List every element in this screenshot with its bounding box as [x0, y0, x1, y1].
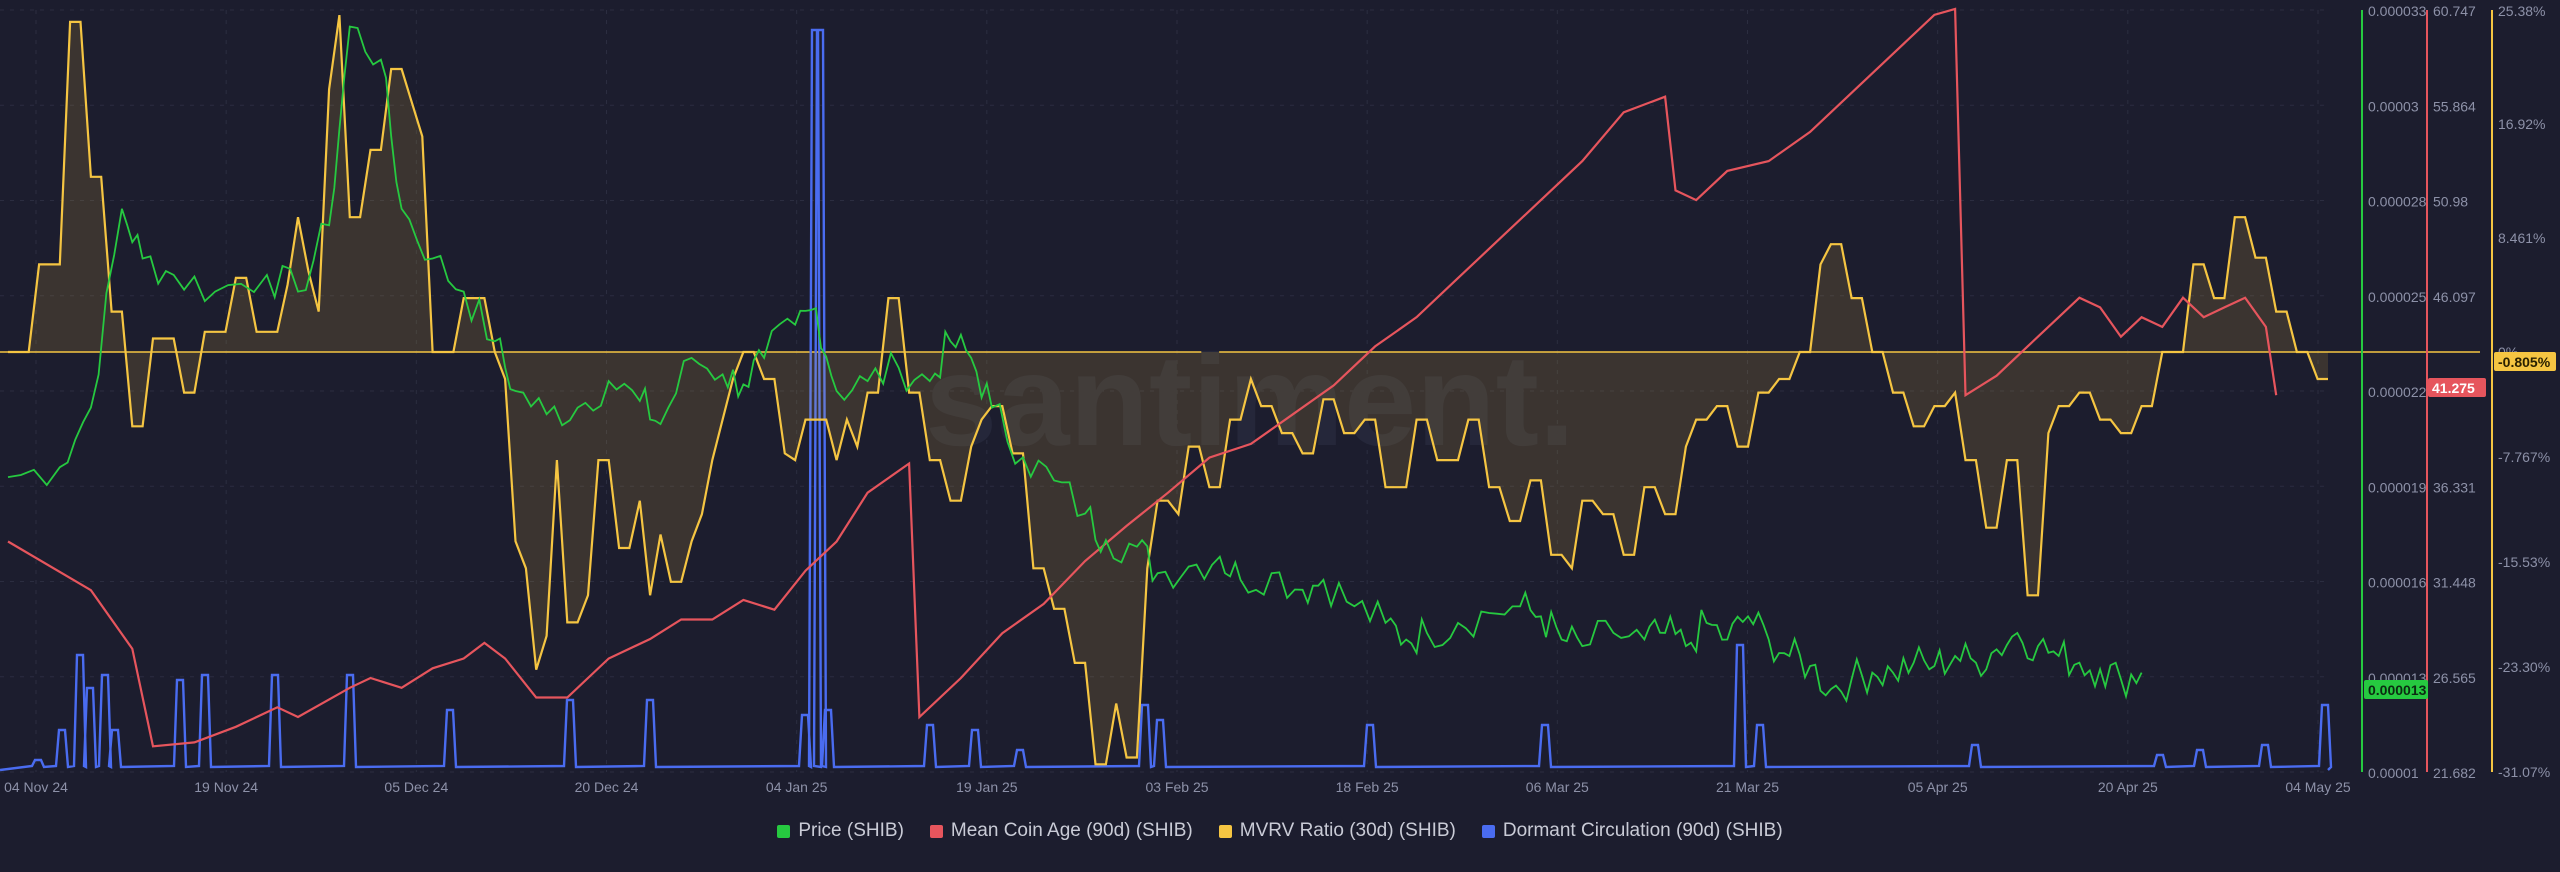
- legend-item-mean-coin-age[interactable]: Mean Coin Age (90d) (SHIB): [929, 820, 1193, 842]
- price-tick-label: 0.00001: [2368, 765, 2419, 781]
- x-tick-label: 05 Dec 24: [384, 779, 448, 795]
- legend-label-price: Price (SHIB): [798, 820, 904, 841]
- mvrv-line: [8, 14, 2328, 766]
- price-current-badge: 0.000013: [2368, 682, 2427, 698]
- x-tick-label: 03 Feb 25: [1145, 779, 1208, 795]
- x-tick-label: 04 Jan 25: [766, 779, 828, 795]
- mvrv-tick-label: 8.461%: [2498, 230, 2545, 246]
- mvrv-tick-label: 16.92%: [2498, 116, 2545, 132]
- x-tick-label: 21 Mar 25: [1716, 779, 1779, 795]
- price-tick-label: 0.000033: [2368, 3, 2427, 19]
- mean-coin-age-current-badge: 41.275: [2432, 380, 2475, 396]
- mvrv-tick-label: 25.38%: [2498, 3, 2545, 19]
- x-tick-label: 05 Apr 25: [1908, 779, 1968, 795]
- grid-layer: [0, 9, 2480, 773]
- legend-label-mean-coin-age: Mean Coin Age (90d) (SHIB): [950, 820, 1193, 841]
- price-tick-label: 0.00003: [2368, 98, 2419, 114]
- x-tick-label: 20 Apr 25: [2098, 779, 2158, 795]
- mean-coin-age-tick-label: 21.682: [2433, 765, 2476, 781]
- mvrv-tick-label: -7.767%: [2498, 449, 2550, 465]
- legend: Price (SHIB) Mean Coin Age (90d) (SHIB) …: [0, 820, 2560, 842]
- mean-coin-age-tick-label: 46.097: [2433, 289, 2476, 305]
- price-tick-label: 0.000022: [2368, 384, 2427, 400]
- legend-swatch-mean-coin-age: [929, 824, 943, 838]
- legend-item-dormant[interactable]: Dormant Circulation (90d) (SHIB): [1481, 820, 1783, 842]
- x-tick-label: 19 Nov 24: [194, 779, 258, 795]
- mvrv-tick-label: -31.07%: [2498, 764, 2550, 780]
- mean-coin-age-current-badge-bg: [2428, 378, 2486, 397]
- mean-coin-age-tick-label: 26.565: [2433, 670, 2476, 686]
- x-tick-label: 06 Mar 25: [1526, 779, 1589, 795]
- dormant-line: [0, 28, 2333, 772]
- x-tick-label: 18 Feb 25: [1336, 779, 1399, 795]
- price-tick-label: 0.000028: [2368, 194, 2427, 210]
- watermark: santiment.: [925, 327, 1575, 473]
- legend-item-price[interactable]: Price (SHIB): [777, 820, 904, 842]
- legend-label-mvrv: MVRV Ratio (30d) (SHIB): [1239, 820, 1456, 841]
- mvrv-current-badge-bg: [2494, 352, 2556, 371]
- mvrv-tick-label: -23.30%: [2498, 659, 2550, 675]
- mean-coin-age-tick-label: 31.448: [2433, 575, 2476, 591]
- mean-coin-age-tick-label: 55.864: [2433, 98, 2476, 114]
- mvrv-current-badge: -0.805%: [2498, 354, 2551, 370]
- mean-coin-age-line: [7, 7, 2278, 748]
- price-tick-label: 0.000019: [2368, 479, 2427, 495]
- legend-swatch-price: [777, 824, 791, 838]
- mean-coin-age-tick-label: 50.98: [2433, 194, 2468, 210]
- series-layer: [0, 7, 2333, 772]
- x-tick-label: 19 Jan 25: [956, 779, 1018, 795]
- legend-item-mvrv[interactable]: MVRV Ratio (30d) (SHIB): [1218, 820, 1456, 842]
- mvrv-tick-label: -15.53%: [2498, 554, 2550, 570]
- x-tick-label: 20 Dec 24: [575, 779, 639, 795]
- mean-coin-age-tick-label: 60.747: [2433, 3, 2476, 19]
- price-tick-label: 0.000016: [2368, 575, 2427, 591]
- legend-swatch-dormant: [1481, 824, 1495, 838]
- mean-coin-age-tick-label: 36.331: [2433, 479, 2476, 495]
- mvrv-area: [8, 15, 2328, 765]
- x-tick-label: 04 May 25: [2285, 779, 2351, 795]
- legend-label-dormant: Dormant Circulation (90d) (SHIB): [1502, 820, 1783, 841]
- legend-swatch-mvrv: [1218, 824, 1232, 838]
- price-current-badge-bg: [2364, 680, 2428, 699]
- price-line: [7, 25, 2143, 704]
- axis-layer: 0.000033 0.00003 0.000028 0.000025 0.000022 0…: [4, 3, 2556, 795]
- x-tick-label: 04 Nov 24: [4, 779, 68, 795]
- price-tick-label: 0.000025: [2368, 289, 2427, 305]
